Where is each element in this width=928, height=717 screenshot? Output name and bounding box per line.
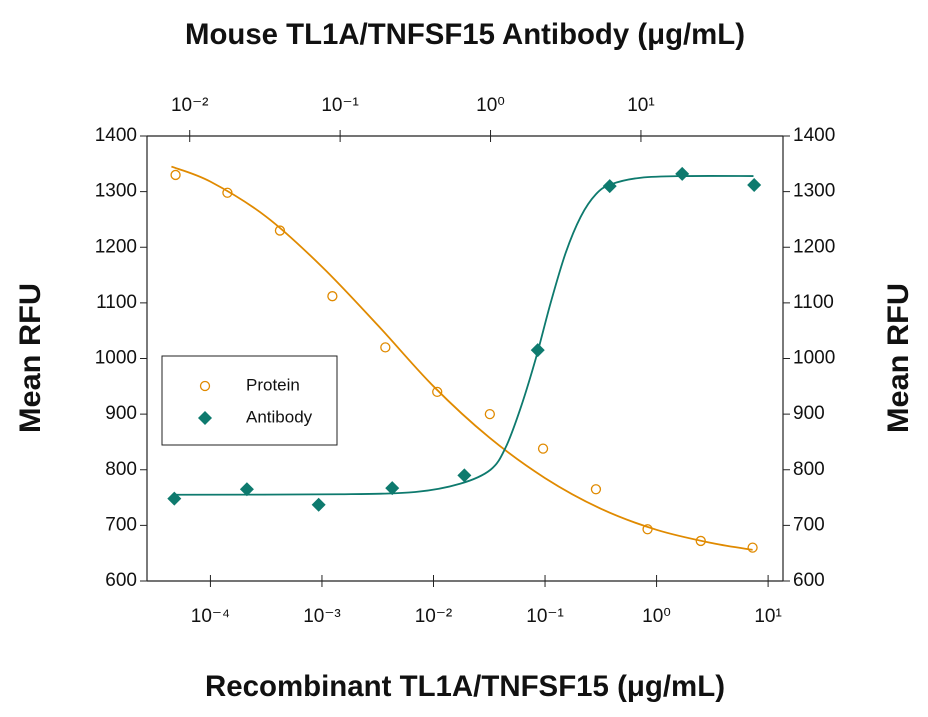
- data-point: [747, 177, 762, 192]
- data-point: [274, 225, 286, 236]
- y-tick-label: 1100: [96, 292, 137, 313]
- data-point: [457, 468, 472, 483]
- data-point: [695, 535, 706, 547]
- data-point: [675, 166, 690, 181]
- y2-tick-label: 1400: [793, 125, 835, 146]
- y-tick-label: 600: [105, 570, 137, 591]
- x-tick-label: 10¹: [754, 606, 781, 627]
- data-point: [530, 343, 545, 358]
- y-axis-title: Mean RFU: [14, 283, 47, 433]
- data-point: [385, 481, 400, 496]
- y-tick-label: 900: [105, 403, 137, 424]
- data-point: [432, 386, 443, 398]
- y2-tick-label: 1100: [793, 292, 834, 313]
- x-tick-label: 10⁻²: [415, 606, 453, 627]
- data-point: [747, 542, 758, 553]
- data-point: [602, 179, 617, 194]
- y-tick-label: 1000: [95, 348, 137, 369]
- legend-label: Protein: [246, 375, 300, 394]
- y-tick-label: 1400: [95, 125, 137, 146]
- chart-title: Mouse TL1A/TNFSF15 Antibody (μg/mL): [185, 18, 745, 51]
- x-tick-label: 10⁰: [642, 606, 671, 627]
- legend-marker: [198, 411, 212, 425]
- data-point: [327, 291, 338, 302]
- x-axis-title: Recombinant TL1A/TNFSF15 (μg/mL): [205, 670, 725, 703]
- y-tick-label: 800: [105, 459, 137, 480]
- data-point: [222, 187, 233, 198]
- x2-tick-label: 10⁻²: [171, 95, 209, 116]
- data-point: [380, 342, 391, 353]
- legend-marker: [199, 380, 211, 392]
- y-tick-label: 700: [105, 514, 137, 535]
- x2-tick-label: 10¹: [627, 95, 654, 116]
- y-tick-label: 1200: [95, 236, 137, 257]
- data-point: [311, 497, 326, 512]
- legend-box: [161, 355, 338, 446]
- data-point: [484, 408, 495, 420]
- x-tick-label: 10⁻³: [303, 606, 341, 627]
- y2-tick-label: 900: [793, 403, 825, 424]
- data-point: [590, 484, 602, 495]
- data-point: [170, 169, 181, 181]
- x-tick-label: 10⁻⁴: [191, 606, 230, 627]
- fit-curve: [174, 175, 754, 496]
- legend-label: Antibody: [246, 407, 313, 426]
- y-tick-label: 1300: [95, 181, 137, 202]
- y2-tick-label: 700: [793, 514, 825, 535]
- y2-tick-label: 1000: [793, 348, 835, 369]
- data-point: [167, 491, 182, 506]
- data-point: [239, 482, 254, 497]
- y2-tick-label: 1300: [793, 181, 835, 202]
- data-point: [642, 524, 653, 535]
- fit-curve: [171, 165, 753, 551]
- y2-tick-label: 800: [793, 459, 825, 480]
- x2-tick-label: 10⁰: [476, 95, 505, 116]
- x2-tick-label: 10⁻¹: [321, 95, 359, 116]
- y2-tick-label: 600: [793, 570, 825, 591]
- x-tick-label: 10⁻¹: [526, 606, 564, 627]
- data-point: [537, 443, 549, 454]
- y2-tick-label: 1200: [793, 236, 835, 257]
- y2-axis-title: Mean RFU: [882, 283, 915, 433]
